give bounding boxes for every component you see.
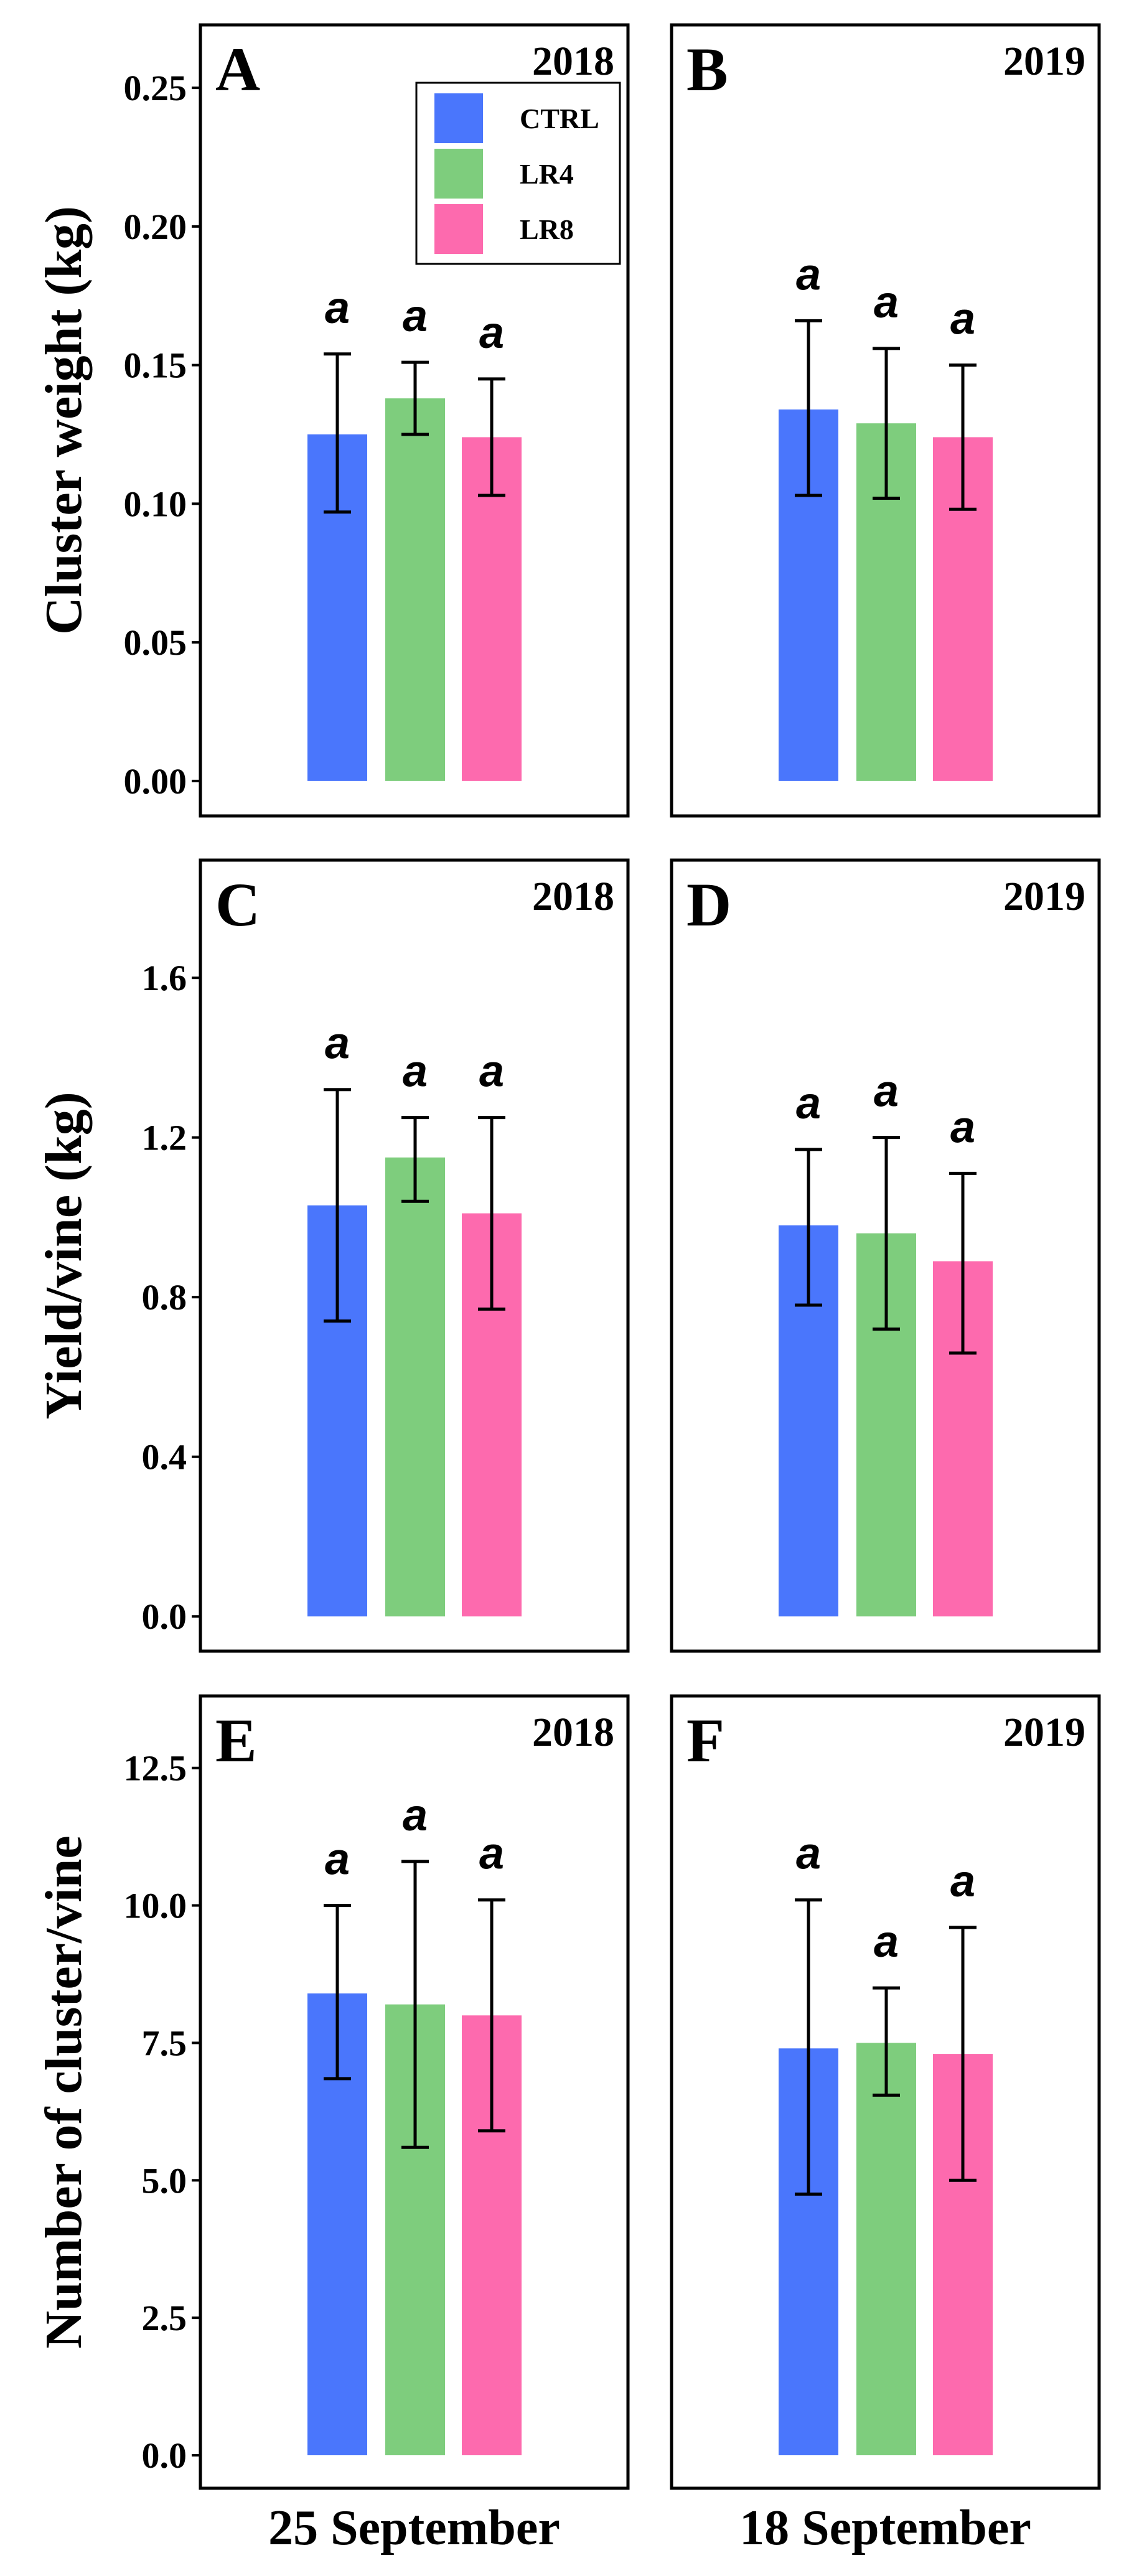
panel-frame-E bbox=[199, 1694, 630, 2490]
significance-letter: a bbox=[325, 283, 350, 333]
y-tick-label: 0.05 bbox=[124, 622, 187, 663]
significance-letter: a bbox=[403, 291, 428, 341]
significance-letter: a bbox=[874, 1917, 899, 1967]
y-tick-label: 7.5 bbox=[142, 2023, 187, 2063]
y-axis-title: Number of cluster/vine bbox=[35, 1835, 93, 2348]
y-tick-label: 0.0 bbox=[142, 2435, 187, 2476]
panel-letter: E bbox=[215, 1706, 257, 1775]
panel-frame-A bbox=[199, 23, 630, 818]
legend-label: LR8 bbox=[520, 213, 574, 245]
panel-frame-D bbox=[670, 858, 1101, 1653]
legend-label: LR4 bbox=[520, 158, 574, 190]
significance-letter: a bbox=[796, 1079, 821, 1128]
y-axis-title: Yield/vine (kg) bbox=[35, 1092, 93, 1420]
legend-swatch-ctrl bbox=[434, 93, 483, 143]
panel-frame-C bbox=[199, 858, 630, 1653]
significance-letter: a bbox=[403, 1791, 428, 1840]
y-tick-label: 1.2 bbox=[142, 1118, 187, 1158]
panel-letter: C bbox=[215, 870, 260, 939]
panel-frame-B bbox=[670, 23, 1101, 818]
y-tick-label: 0.8 bbox=[142, 1277, 187, 1318]
significance-letter: a bbox=[874, 278, 899, 327]
y-tick-label: 5.0 bbox=[142, 2160, 187, 2201]
y-axis-title: Cluster weight (kg) bbox=[35, 206, 93, 635]
y-tick-label: 12.5 bbox=[124, 1748, 187, 1789]
legend-swatch-lr8 bbox=[434, 204, 483, 254]
panel-year: 2019 bbox=[1003, 39, 1085, 84]
panel-letter: F bbox=[686, 1706, 724, 1775]
significance-letter: a bbox=[479, 308, 504, 358]
y-tick-label: 0.25 bbox=[124, 68, 187, 108]
significance-letter: a bbox=[479, 1047, 504, 1097]
bar-lr4 bbox=[385, 1157, 445, 1617]
significance-letter: a bbox=[950, 1857, 975, 1906]
panel-frame-F bbox=[670, 1694, 1101, 2490]
y-tick-label: 0.4 bbox=[142, 1437, 187, 1478]
legend-label: CTRL bbox=[520, 103, 599, 134]
y-tick-label: 0.10 bbox=[124, 484, 187, 524]
panel-year: 2019 bbox=[1003, 1710, 1085, 1755]
panel-letter: B bbox=[686, 35, 728, 104]
panel-year: 2018 bbox=[532, 39, 614, 84]
significance-letter: a bbox=[796, 1829, 821, 1879]
y-tick-label: 10.0 bbox=[124, 1886, 187, 1926]
significance-letter: a bbox=[950, 1102, 975, 1152]
y-tick-label: 0.15 bbox=[124, 345, 187, 386]
x-axis-label: 25 September bbox=[268, 2501, 560, 2555]
significance-letter: a bbox=[403, 1047, 428, 1097]
y-tick-label: 0.00 bbox=[124, 761, 187, 802]
panel-year: 2019 bbox=[1003, 874, 1085, 919]
significance-letter: a bbox=[479, 1829, 504, 1879]
significance-letter: a bbox=[325, 1835, 350, 1885]
significance-letter: a bbox=[950, 294, 975, 344]
panel-year: 2018 bbox=[532, 1710, 614, 1755]
y-tick-label: 2.5 bbox=[142, 2298, 187, 2338]
significance-letter: a bbox=[874, 1067, 899, 1117]
y-tick-label: 0.0 bbox=[142, 1596, 187, 1637]
panel-letter: A bbox=[215, 35, 260, 104]
y-tick-label: 1.6 bbox=[142, 958, 187, 998]
y-tick-label: 0.20 bbox=[124, 207, 187, 247]
x-axis-label: 18 September bbox=[739, 2501, 1031, 2555]
bar-lr4 bbox=[385, 398, 445, 781]
bar-lr4 bbox=[856, 2043, 916, 2455]
panel-year: 2018 bbox=[532, 874, 614, 919]
panel-letter: D bbox=[686, 870, 731, 939]
significance-letter: a bbox=[325, 1019, 350, 1069]
significance-letter: a bbox=[796, 250, 821, 299]
legend-swatch-lr4 bbox=[434, 149, 483, 199]
